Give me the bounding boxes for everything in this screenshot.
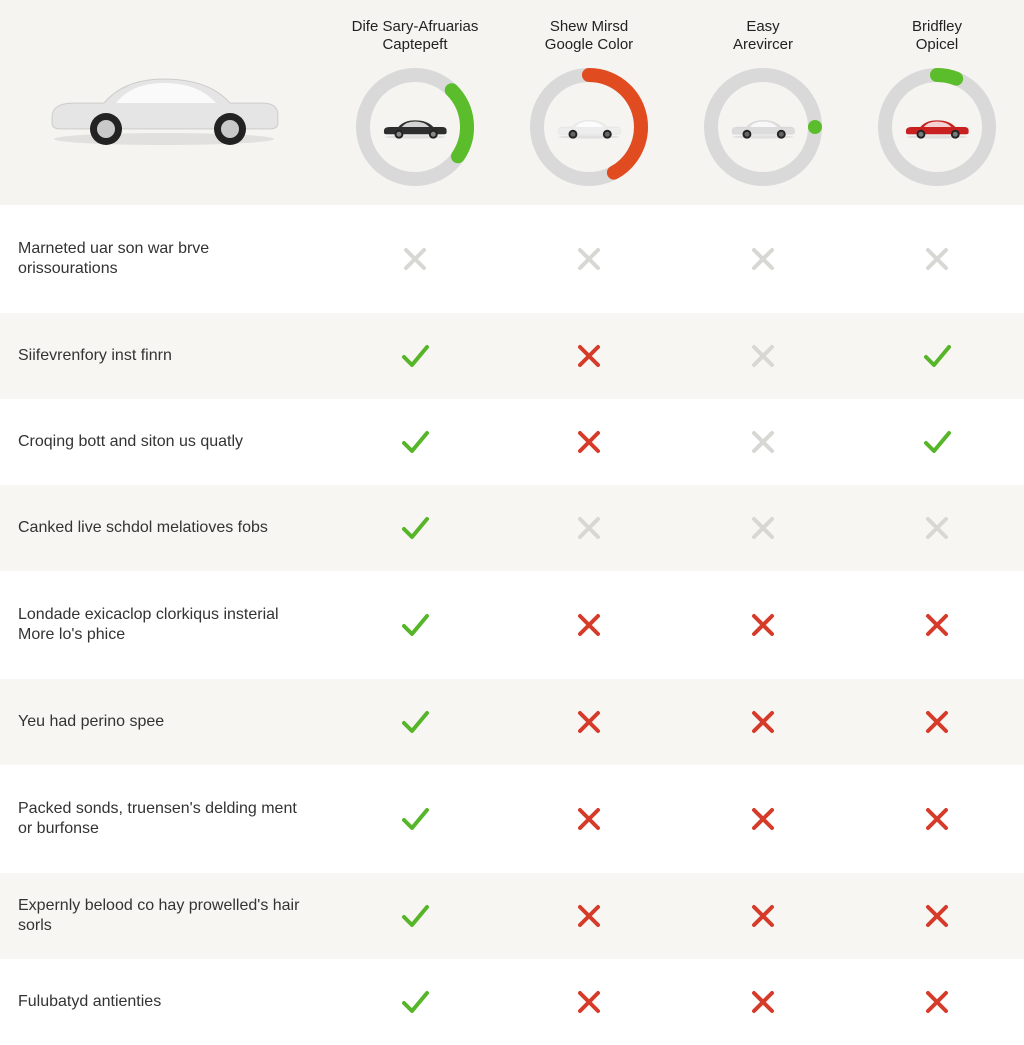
- check-icon: [328, 765, 502, 873]
- table-row: Yeu had perino spee: [0, 679, 1024, 765]
- check-icon: [328, 873, 502, 959]
- feature-label: Siifevrenfory inst finrn: [0, 313, 328, 399]
- x-icon: [502, 313, 676, 399]
- col-header-c3: Easy Arevircer: [676, 0, 850, 205]
- x-icon: [502, 571, 676, 679]
- check-icon: [850, 313, 1024, 399]
- hero-car: [0, 0, 328, 205]
- table-row: Londade exicaclop clorkiqus insterial Mo…: [0, 571, 1024, 679]
- x-icon: [328, 205, 502, 313]
- check-icon: [328, 571, 502, 679]
- col-header-c4: Bridfley Opicel: [850, 0, 1024, 205]
- col-label-top: Dife Sary-Afruarias: [352, 18, 479, 36]
- table-row: Fulubatyd antienties: [0, 959, 1024, 1045]
- x-icon: [502, 959, 676, 1045]
- feature-label: Marneted uar son war brve orissourations: [0, 205, 328, 313]
- comparison-table: Dife Sary-Afruarias Captepeft Shew Mirsd…: [0, 0, 1024, 1024]
- x-icon: [850, 959, 1024, 1045]
- col-header-c2: Shew Mirsd Google Color: [502, 0, 676, 205]
- x-icon: [676, 679, 850, 765]
- feature-label: Croqing bott and siton us quatly: [0, 399, 328, 485]
- table-row: Canked live schdol melatioves fobs: [0, 485, 1024, 571]
- check-icon: [328, 313, 502, 399]
- check-icon: [328, 959, 502, 1045]
- x-icon: [850, 873, 1024, 959]
- col-label-bot: Arevircer: [733, 36, 793, 53]
- feature-label: Canked live schdol melatioves fobs: [0, 485, 328, 571]
- feature-label: Packed sonds, truensen's delding ment or…: [0, 765, 328, 873]
- col-label-top: Bridfley: [912, 18, 962, 36]
- x-icon: [676, 873, 850, 959]
- feature-label: Londade exicaclop clorkiqus insterial Mo…: [0, 571, 328, 679]
- x-icon: [850, 571, 1024, 679]
- x-icon: [676, 765, 850, 873]
- x-icon: [502, 679, 676, 765]
- col-header-c1: Dife Sary-Afruarias Captepeft: [328, 0, 502, 205]
- feature-label: Yeu had perino spee: [0, 679, 328, 765]
- feature-label: Expernly belood co hay prowelled's hair …: [0, 873, 328, 959]
- x-icon: [850, 679, 1024, 765]
- col-label-top: Easy: [746, 18, 779, 36]
- col-label-top: Shew Mirsd: [550, 18, 628, 36]
- x-icon: [676, 399, 850, 485]
- x-icon: [502, 485, 676, 571]
- x-icon: [502, 399, 676, 485]
- col-label-bot: Opicel: [916, 36, 959, 53]
- x-icon: [676, 313, 850, 399]
- col-label-bot: Google Color: [545, 36, 633, 53]
- header-row: Dife Sary-Afruarias Captepeft Shew Mirsd…: [0, 0, 1024, 205]
- check-icon: [328, 399, 502, 485]
- table-row: Packed sonds, truensen's delding ment or…: [0, 765, 1024, 873]
- x-icon: [502, 873, 676, 959]
- check-icon: [328, 679, 502, 765]
- col-label-bot: Captepeft: [382, 36, 447, 53]
- feature-label: Fulubatyd antienties: [0, 959, 328, 1045]
- x-icon: [850, 765, 1024, 873]
- x-icon: [676, 959, 850, 1045]
- table-row: Expernly belood co hay prowelled's hair …: [0, 873, 1024, 959]
- x-icon: [676, 205, 850, 313]
- x-icon: [850, 485, 1024, 571]
- x-icon: [676, 571, 850, 679]
- x-icon: [502, 765, 676, 873]
- table-row: Marneted uar son war brve orissourations: [0, 205, 1024, 313]
- check-icon: [328, 485, 502, 571]
- table-row: Croqing bott and siton us quatly: [0, 399, 1024, 485]
- check-icon: [850, 399, 1024, 485]
- table-row: Siifevrenfory inst finrn: [0, 313, 1024, 399]
- x-icon: [676, 485, 850, 571]
- x-icon: [502, 205, 676, 313]
- x-icon: [850, 205, 1024, 313]
